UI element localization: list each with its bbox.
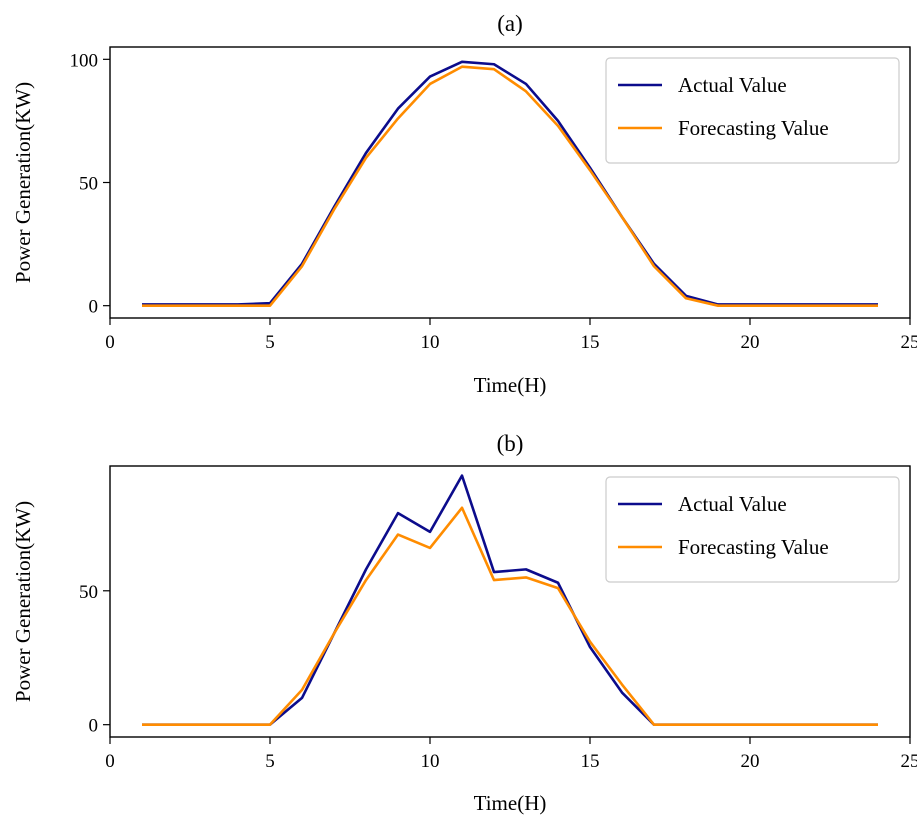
chart-panel-1: (a) 0 5 10 15 20 25 0 50 100 Time(H) Power Generati…	[11, 11, 917, 397]
x-tick-label: 20	[741, 751, 760, 772]
y-axis-label: Power Generation(KW)	[11, 501, 35, 702]
legend-label-2: Forecasting Value	[678, 535, 829, 559]
x-axis-label: Time(H)	[474, 373, 547, 397]
y-tick-label: 50	[79, 582, 98, 603]
x-tick-label: 15	[581, 332, 600, 353]
x-axis-label: Time(H)	[474, 791, 547, 815]
x-tick-label: 25	[901, 751, 917, 772]
series-line-2	[142, 506, 878, 726]
plot-frame	[109, 465, 911, 738]
x-tick-label: 10	[421, 751, 440, 772]
x-tick-label: 0	[105, 332, 115, 353]
x-tick-label: 0	[105, 751, 115, 772]
y-tick-label: 50	[79, 174, 98, 195]
x-tick-label: 5	[265, 751, 275, 772]
x-tick-label: 25	[901, 332, 917, 353]
series-line-2	[142, 65, 878, 307]
legend-label-1: Actual Value	[678, 73, 787, 97]
y-tick-label: 0	[89, 297, 99, 318]
y-tick-label: 0	[89, 716, 99, 737]
legend-frame	[605, 57, 900, 164]
legend-label-1: Actual Value	[678, 492, 787, 516]
chart-title: (b)	[497, 431, 524, 456]
y-axis-label: Power Generation(KW)	[11, 82, 35, 283]
legend-label-2: Forecasting Value	[678, 116, 829, 140]
legend: Actual Value Forecasting Value	[605, 57, 900, 164]
legend-frame	[605, 476, 900, 583]
x-tick-label: 15	[581, 751, 600, 772]
chart-panel-2: (b) 0 5 10 15 20 25 0 50 Time(H) Power Generation(…	[11, 431, 917, 815]
chart-title: (a)	[497, 11, 523, 36]
x-tick-label: 20	[741, 332, 760, 353]
legend: Actual Value Forecasting Value	[605, 476, 900, 583]
x-tick-label: 5	[265, 332, 275, 353]
y-tick-label: 100	[70, 50, 99, 71]
x-tick-label: 10	[421, 332, 440, 353]
